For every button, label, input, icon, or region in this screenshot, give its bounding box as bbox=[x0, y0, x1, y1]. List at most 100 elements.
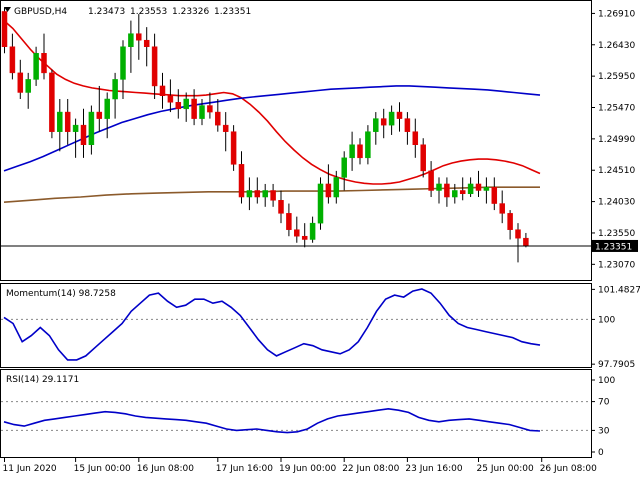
candle-body bbox=[436, 183, 442, 191]
candle-body bbox=[33, 53, 39, 80]
high-value: 1.23553 bbox=[130, 7, 167, 17]
candle-body bbox=[88, 111, 95, 145]
time-tick-label: 22 Jun 08:00 bbox=[342, 464, 399, 474]
candle bbox=[199, 99, 205, 126]
candle-body bbox=[388, 111, 395, 126]
momentum-panel-frame bbox=[0, 283, 592, 368]
candle bbox=[1, 7, 8, 54]
price-tick-label: 1.24990 bbox=[598, 135, 635, 145]
candle bbox=[254, 177, 261, 204]
candle-body bbox=[159, 85, 166, 96]
candle bbox=[143, 27, 150, 67]
candle-body bbox=[341, 157, 347, 178]
candle bbox=[270, 183, 276, 207]
candle-body bbox=[286, 213, 292, 230]
momentum-tick-label: 101.4827 bbox=[598, 285, 640, 295]
rsi-tick-label: 0 bbox=[598, 448, 604, 458]
candle-body bbox=[72, 124, 79, 132]
candle-body bbox=[254, 190, 261, 198]
time-tick-label: 16 Jun 08:00 bbox=[137, 464, 194, 474]
candle bbox=[286, 203, 292, 237]
candle-body bbox=[167, 95, 174, 103]
candle-body bbox=[301, 235, 308, 240]
candle bbox=[475, 170, 482, 198]
candle-body bbox=[459, 190, 466, 195]
candle bbox=[499, 190, 505, 224]
candle-body bbox=[444, 183, 450, 198]
time-tick-label: 23 Jun 16:00 bbox=[405, 464, 462, 474]
candle bbox=[246, 177, 253, 211]
candle-body bbox=[222, 124, 229, 132]
open-value: 1.23473 bbox=[88, 7, 125, 17]
rsi-panel-frame bbox=[0, 369, 592, 458]
price-tick-label: 1.26910 bbox=[598, 9, 635, 19]
candle bbox=[49, 69, 55, 139]
current-price-label: 1.23351 bbox=[595, 242, 632, 252]
rsi-tick-label: 70 bbox=[598, 398, 610, 408]
candle-body bbox=[365, 131, 371, 159]
candle bbox=[294, 216, 300, 243]
time-tick-label: 17 Jun 16:00 bbox=[216, 464, 273, 474]
candle bbox=[333, 170, 340, 204]
momentum-line bbox=[3, 288, 541, 361]
candle bbox=[325, 164, 332, 204]
candle-body bbox=[96, 111, 103, 119]
price-tick-label: 1.25470 bbox=[598, 104, 635, 114]
candle-body bbox=[199, 105, 205, 119]
candle-body bbox=[373, 118, 379, 132]
candle bbox=[191, 89, 197, 126]
candle-body bbox=[420, 144, 426, 172]
candle bbox=[80, 108, 87, 158]
time-tick-label: 11 Jun 2020 bbox=[3, 464, 57, 474]
candle-body bbox=[175, 102, 182, 110]
candle bbox=[230, 125, 237, 171]
candle-body bbox=[523, 237, 529, 247]
candle-body bbox=[404, 118, 411, 132]
candle bbox=[207, 92, 213, 119]
candle bbox=[151, 33, 158, 100]
candle-body bbox=[317, 183, 324, 224]
candle-body bbox=[120, 46, 126, 80]
candle-body bbox=[270, 190, 276, 201]
candle-body bbox=[294, 229, 300, 237]
candle-body bbox=[325, 183, 332, 198]
candle bbox=[159, 72, 166, 109]
candle-body bbox=[475, 183, 482, 191]
candle bbox=[404, 112, 411, 145]
candle bbox=[72, 118, 79, 158]
candle bbox=[309, 216, 316, 243]
candle bbox=[9, 33, 16, 80]
candle bbox=[428, 161, 434, 198]
candle-body bbox=[333, 177, 340, 198]
ma-red-line bbox=[3, 20, 541, 185]
candle-body bbox=[309, 222, 316, 240]
price-tick-label: 1.23070 bbox=[598, 260, 635, 270]
candle-body bbox=[412, 131, 419, 145]
candle bbox=[436, 177, 442, 204]
candle-body bbox=[207, 105, 213, 113]
candle bbox=[459, 177, 466, 201]
rsi-line bbox=[3, 407, 541, 434]
candle bbox=[128, 20, 134, 73]
candle-body bbox=[25, 79, 31, 93]
candle bbox=[41, 33, 47, 80]
candle-body bbox=[136, 33, 142, 41]
candle-body bbox=[41, 53, 47, 74]
candle-body bbox=[183, 98, 189, 110]
candle bbox=[365, 125, 371, 165]
candle-body bbox=[499, 203, 505, 214]
candle bbox=[222, 112, 229, 152]
candle bbox=[238, 151, 245, 204]
candle bbox=[317, 177, 324, 230]
collapse-triangle-icon[interactable] bbox=[4, 7, 11, 12]
candle-body bbox=[483, 186, 490, 191]
candle bbox=[278, 190, 284, 224]
candle bbox=[17, 59, 24, 100]
price-tick-label: 1.23550 bbox=[598, 229, 635, 239]
candle bbox=[420, 138, 426, 178]
candle-body bbox=[128, 33, 134, 47]
candle-body bbox=[278, 200, 284, 214]
candle-body bbox=[238, 164, 245, 198]
